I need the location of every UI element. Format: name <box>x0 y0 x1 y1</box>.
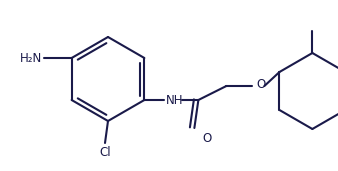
Text: O: O <box>257 77 266 90</box>
Text: Cl: Cl <box>99 146 111 159</box>
Text: H₂N: H₂N <box>19 51 42 64</box>
Text: O: O <box>202 132 212 145</box>
Text: NH: NH <box>166 94 184 107</box>
